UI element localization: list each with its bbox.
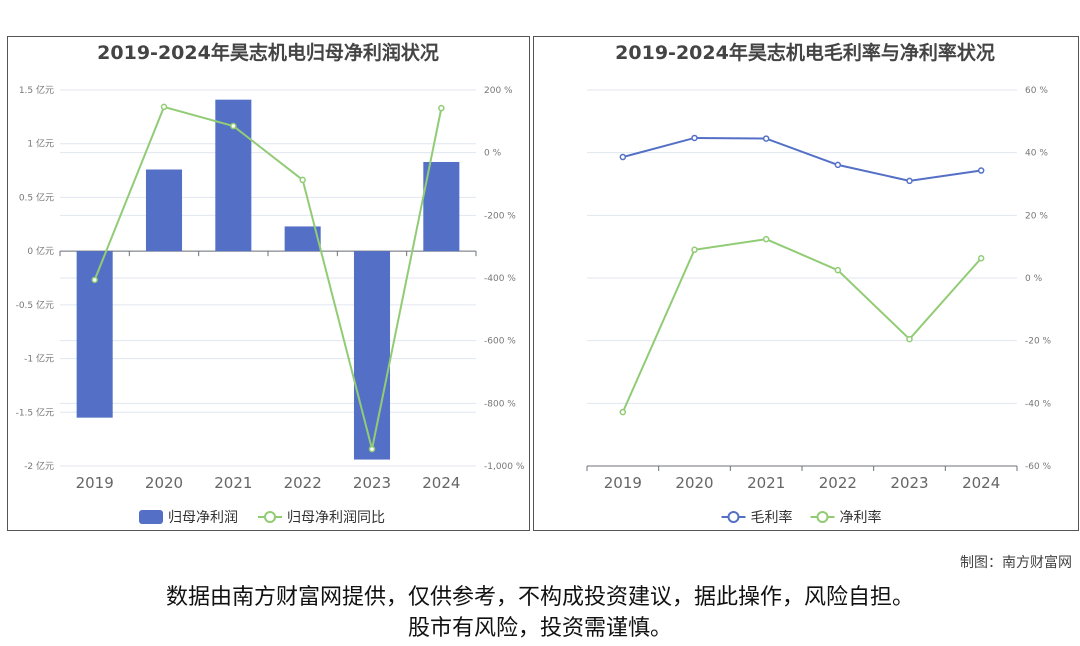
y-right-tick-label: 0 % <box>1025 274 1043 284</box>
data-point-2020 <box>691 246 698 254</box>
y-left-tick-label: 1.5 亿元 <box>19 84 54 96</box>
data-point-2020 <box>691 134 698 142</box>
data-point-2020 <box>160 103 168 111</box>
x-tick-label: 2023 <box>353 474 391 492</box>
data-point-2024 <box>438 104 445 112</box>
x-tick-label: 2019 <box>604 474 642 492</box>
chart-credit: 制图：南方财富网 <box>960 555 1072 571</box>
y-left-tick-label: -1 亿元 <box>24 353 54 365</box>
legend-bar-icon <box>139 510 163 524</box>
y-right-tick-label: 200 % <box>484 86 513 96</box>
chart-panel-border <box>7 36 530 531</box>
x-tick-label: 2020 <box>145 474 183 492</box>
disclaimer-line-1: 数据由南方财富网提供，仅供参考，不构成投资建议，据此操作，风险自担。 <box>165 585 914 610</box>
y-left-tick-label: -0.5 亿元 <box>16 299 54 311</box>
y-right-tick-label: -1,000 % <box>484 462 525 472</box>
y-left-tick-label: 0 亿元 <box>27 245 54 257</box>
y-right-tick-label: 40 % <box>1025 149 1048 159</box>
legend-label: 归母净利润 <box>168 509 238 526</box>
x-tick-label: 2024 <box>422 474 460 492</box>
y-right-tick-label: -800 % <box>484 399 516 409</box>
data-point-2023 <box>368 445 376 453</box>
y-right-tick-label: -400 % <box>484 274 516 284</box>
legend-marker-icon <box>727 511 740 523</box>
chart-title: 2019-2024年昊志机电毛利率与净利率状况 <box>615 41 995 64</box>
series-line <box>621 238 982 413</box>
bar-2019 <box>76 251 113 418</box>
bar-2020 <box>145 169 183 252</box>
data-point-2022 <box>834 266 842 274</box>
series-line <box>622 136 982 182</box>
x-tick-label: 2020 <box>675 474 713 492</box>
y-right-tick-label: 0 % <box>484 149 502 159</box>
data-point-2021 <box>762 135 770 142</box>
x-tick-label: 2019 <box>76 474 114 492</box>
x-tick-label: 2022 <box>819 474 857 492</box>
x-tick-label: 2024 <box>962 474 1000 492</box>
data-point-2019 <box>619 408 627 416</box>
legend-marker-icon <box>816 511 829 523</box>
y-right-tick-label: -60 % <box>1025 462 1052 472</box>
x-tick-label: 2021 <box>747 474 785 492</box>
data-point-2023 <box>906 177 913 185</box>
series-line <box>93 105 443 450</box>
y-right-tick-label: -40 % <box>1025 399 1052 409</box>
y-right-tick-label: -20 % <box>1025 337 1052 347</box>
legend-label: 毛利率 <box>751 509 793 526</box>
chart-title: 2019-2024年昊志机电归母净利润状况 <box>97 41 439 64</box>
bar-2023 <box>353 251 391 460</box>
x-tick-label: 2021 <box>214 474 252 492</box>
data-point-2022 <box>299 176 306 184</box>
x-tick-label: 2023 <box>890 474 928 492</box>
data-point-2024 <box>977 255 985 262</box>
data-point-2019 <box>91 276 98 284</box>
x-tick-label: 2022 <box>284 474 322 492</box>
data-point-2023 <box>906 335 913 343</box>
bar-2024 <box>423 161 460 252</box>
legend-label: 净利率 <box>840 509 882 526</box>
data-point-2024 <box>977 167 985 174</box>
y-right-tick-label: -600 % <box>484 337 516 347</box>
disclaimer-line-2: 股市有风险，投资需谨慎。 <box>407 616 672 641</box>
y-left-tick-label: 0.5 亿元 <box>19 191 54 203</box>
data-point-2022 <box>834 161 842 169</box>
y-left-tick-label: -1.5 亿元 <box>16 406 54 418</box>
data-point-2021 <box>762 235 770 243</box>
legend-marker-icon <box>264 511 276 523</box>
data-point-2021 <box>230 122 237 130</box>
y-right-tick-label: 60 % <box>1025 86 1048 96</box>
y-left-tick-label: 1 亿元 <box>27 138 54 150</box>
data-point-2019 <box>619 153 627 161</box>
y-right-tick-label: -200 % <box>484 211 516 221</box>
y-right-tick-label: 20 % <box>1025 211 1048 221</box>
legend-label: 归母净利润同比 <box>287 509 385 526</box>
chart-panel-border <box>533 36 1079 531</box>
y-left-tick-label: -2 亿元 <box>24 460 54 472</box>
